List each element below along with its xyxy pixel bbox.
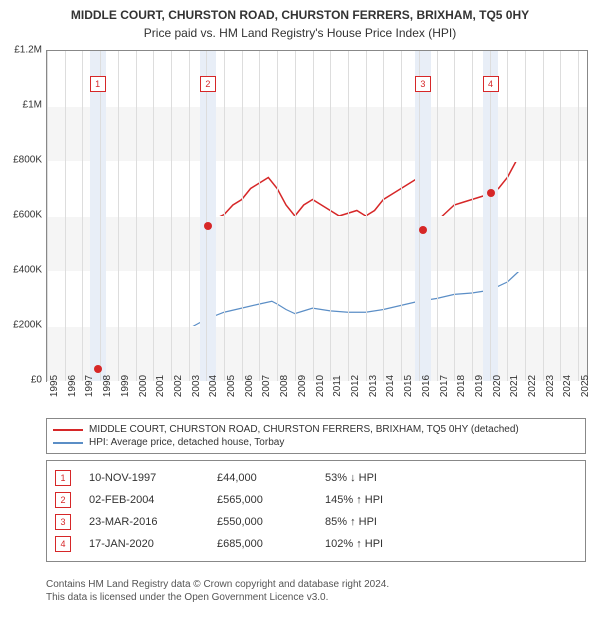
sale-marker: 3	[415, 76, 431, 92]
x-tick-label: 2001	[155, 375, 166, 397]
x-tick-label: 2010	[315, 375, 326, 397]
event-pct: 102% ↑ HPI	[325, 538, 425, 550]
event-pct: 53% ↓ HPI	[325, 472, 425, 484]
x-tick-label: 2003	[191, 375, 202, 397]
legend-label: HPI: Average price, detached house, Torb…	[89, 437, 284, 448]
event-index-box: 2	[55, 492, 71, 508]
plot-area: 1 2 3 4	[46, 50, 588, 382]
y-tick-label: £200K	[4, 320, 42, 331]
footer: Contains HM Land Registry data © Crown c…	[46, 578, 389, 604]
event-price: £550,000	[217, 516, 307, 528]
x-tick-label: 2004	[208, 375, 219, 397]
x-tick-label: 2006	[244, 375, 255, 397]
event-row: 2 02-FEB-2004 £565,000 145% ↑ HPI	[55, 489, 577, 511]
event-date: 17-JAN-2020	[89, 538, 199, 550]
legend-row: MIDDLE COURT, CHURSTON ROAD, CHURSTON FE…	[53, 423, 579, 436]
sale-marker: 1	[90, 76, 106, 92]
x-tick-label: 2005	[226, 375, 237, 397]
x-tick-label: 2024	[562, 375, 573, 397]
event-index-box: 1	[55, 470, 71, 486]
x-tick-label: 2019	[474, 375, 485, 397]
x-tick-label: 2000	[138, 375, 149, 397]
x-tick-label: 2023	[545, 375, 556, 397]
x-tick-label: 2018	[456, 375, 467, 397]
y-tick-label: £1.2M	[4, 45, 42, 56]
sale-dot	[487, 189, 495, 197]
event-pct: 85% ↑ HPI	[325, 516, 425, 528]
x-tick-label: 1998	[102, 375, 113, 397]
events-table: 1 10-NOV-1997 £44,000 53% ↓ HPI 2 02-FEB-2004…	[46, 460, 586, 562]
x-tick-label: 1999	[120, 375, 131, 397]
x-tick-label: 2008	[279, 375, 290, 397]
y-tick-label: £600K	[4, 210, 42, 221]
x-tick-label: 1995	[49, 375, 60, 397]
chart-title: MIDDLE COURT, CHURSTON ROAD, CHURSTON FE…	[0, 0, 600, 22]
y-tick-label: £0	[4, 375, 42, 386]
x-tick-label: 2021	[509, 375, 520, 397]
x-tick-label: 2025	[580, 375, 591, 397]
event-row: 3 23-MAR-2016 £550,000 85% ↑ HPI	[55, 511, 577, 533]
x-tick-label: 2017	[439, 375, 450, 397]
sale-dot	[419, 226, 427, 234]
x-tick-label: 2016	[421, 375, 432, 397]
y-tick-label: £1M	[4, 100, 42, 111]
x-tick-label: 2013	[368, 375, 379, 397]
legend-swatch	[53, 442, 83, 444]
x-tick-label: 2002	[173, 375, 184, 397]
y-tick-label: £400K	[4, 265, 42, 276]
legend-swatch	[53, 429, 83, 431]
event-date: 02-FEB-2004	[89, 494, 199, 506]
chart-container: MIDDLE COURT, CHURSTON ROAD, CHURSTON FE…	[0, 0, 600, 620]
x-tick-label: 1997	[84, 375, 95, 397]
event-price: £44,000	[217, 472, 307, 484]
sale-marker: 4	[483, 76, 499, 92]
event-pct: 145% ↑ HPI	[325, 494, 425, 506]
event-price: £685,000	[217, 538, 307, 550]
event-row: 4 17-JAN-2020 £685,000 102% ↑ HPI	[55, 533, 577, 555]
legend-row: HPI: Average price, detached house, Torb…	[53, 436, 579, 449]
x-tick-label: 2014	[385, 375, 396, 397]
y-tick-label: £800K	[4, 155, 42, 166]
event-index-box: 3	[55, 514, 71, 530]
x-tick-label: 2009	[297, 375, 308, 397]
x-tick-label: 2015	[403, 375, 414, 397]
sale-marker: 2	[200, 76, 216, 92]
sale-dot	[204, 222, 212, 230]
legend-label: MIDDLE COURT, CHURSTON ROAD, CHURSTON FE…	[89, 424, 519, 435]
footer-line-2: This data is licensed under the Open Gov…	[46, 591, 389, 604]
x-tick-label: 2007	[261, 375, 272, 397]
event-date: 23-MAR-2016	[89, 516, 199, 528]
x-tick-label: 1996	[67, 375, 78, 397]
x-tick-label: 2012	[350, 375, 361, 397]
x-tick-label: 2011	[332, 375, 343, 397]
event-date: 10-NOV-1997	[89, 472, 199, 484]
x-tick-label: 2022	[527, 375, 538, 397]
chart-subtitle: Price paid vs. HM Land Registry's House …	[0, 22, 600, 48]
event-price: £565,000	[217, 494, 307, 506]
sale-dot	[94, 365, 102, 373]
event-row: 1 10-NOV-1997 £44,000 53% ↓ HPI	[55, 467, 577, 489]
x-tick-label: 2020	[492, 375, 503, 397]
event-index-box: 4	[55, 536, 71, 552]
legend: MIDDLE COURT, CHURSTON ROAD, CHURSTON FE…	[46, 418, 586, 454]
footer-line-1: Contains HM Land Registry data © Crown c…	[46, 578, 389, 591]
